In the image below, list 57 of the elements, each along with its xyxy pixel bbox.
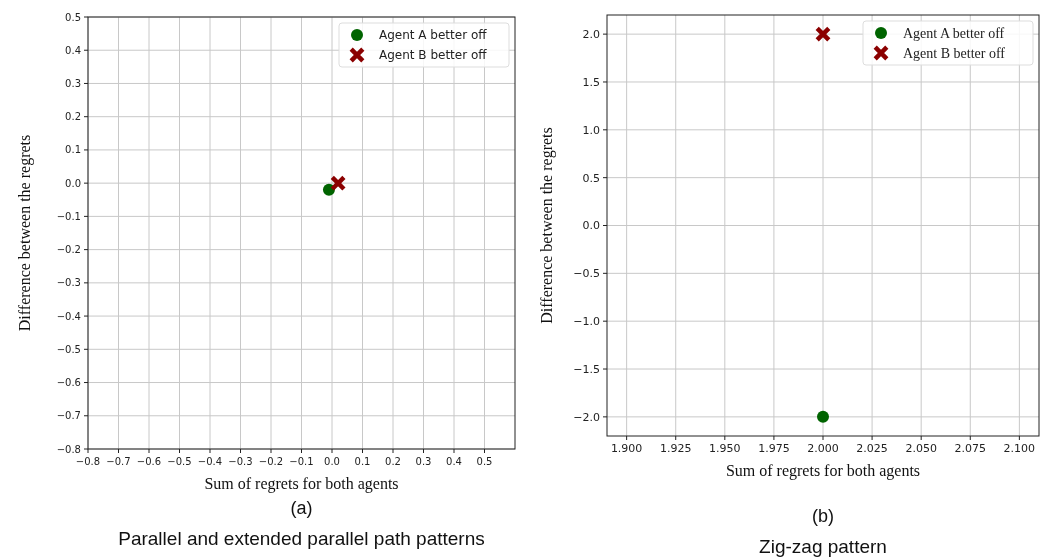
x-tick-label: −0.2 — [258, 456, 284, 467]
text: Zig-zag pattern — [759, 536, 887, 557]
x-tick-label: 0.0 — [324, 456, 340, 467]
legend-label: Agent A better off — [903, 25, 1005, 41]
x-tick-label: 1.950 — [709, 442, 741, 455]
text: Parallel and extended parallel path patterns — [118, 528, 485, 549]
legend-label: Agent B better off — [903, 45, 1006, 61]
x-tick-label: 2.025 — [856, 442, 888, 455]
y-tick-label: 0.4 — [65, 44, 81, 56]
x-tick-label: 0.1 — [354, 456, 371, 467]
y-tick-label: 0.3 — [65, 77, 81, 89]
legend-label: Agent A better off — [379, 28, 488, 43]
x-tick-label: 2.000 — [807, 442, 839, 455]
y-tick-label: 2.0 — [582, 27, 600, 41]
y-tick-label: −2.0 — [573, 410, 600, 424]
y-tick-label: 0.5 — [582, 171, 600, 185]
text: (a) — [290, 498, 313, 518]
y-tick-label: −0.3 — [56, 277, 81, 289]
x-tick-label: −0.7 — [106, 456, 131, 467]
x-tick-label: 0.5 — [476, 456, 493, 467]
y-tick-label: −0.2 — [56, 244, 81, 256]
y-tick-label: 0.0 — [65, 177, 81, 189]
x-tick-label: 1.900 — [610, 442, 643, 455]
y-tick-label: 1.5 — [582, 75, 600, 89]
y-tick-label: −0.1 — [56, 210, 81, 222]
y-axis-title: Difference between the regrets — [16, 134, 34, 332]
x-tick-label: 2.075 — [954, 442, 987, 455]
x-tick-label: −0.3 — [228, 456, 253, 467]
legend-label: Agent B better off — [379, 48, 488, 63]
y-tick-label: 1.0 — [582, 123, 600, 137]
x-tick-label: 2.050 — [905, 442, 937, 455]
x-tick-label: −0.6 — [136, 456, 162, 467]
text: (b) — [812, 506, 834, 526]
x-tick-label: −0.1 — [289, 456, 314, 467]
y-tick-label: −0.6 — [56, 377, 81, 389]
x-tick-label: 0.4 — [446, 456, 462, 467]
y-tick-label: −1.5 — [573, 362, 600, 376]
x-tick-label: 1.925 — [659, 442, 692, 455]
x-axis-title: Sum of regrets for both agents — [204, 475, 399, 493]
x-tick-label: −0.4 — [197, 456, 223, 467]
y-tick-label: 0.1 — [65, 144, 81, 156]
y-axis-title: Difference between the regrets — [538, 127, 556, 324]
x-tick-label: −0.5 — [167, 456, 192, 467]
y-tick-label: −0.4 — [56, 310, 81, 322]
x-tick-label: 1.975 — [758, 442, 790, 455]
x-tick-label: −0.8 — [75, 456, 101, 467]
x-tick-label: 0.3 — [415, 456, 432, 467]
x-tick-label: 2.100 — [1003, 442, 1036, 455]
y-tick-label: −0.7 — [56, 410, 81, 422]
y-tick-label: 0.2 — [65, 111, 81, 123]
y-tick-label: 0.5 — [65, 11, 81, 23]
x-tick-label: 0.2 — [385, 456, 401, 467]
y-tick-label: −0.5 — [573, 267, 600, 281]
x-axis-title: Sum of regrets for both agents — [725, 462, 921, 480]
y-tick-label: −0.5 — [56, 343, 81, 355]
y-tick-label: −1.0 — [573, 315, 600, 329]
y-tick-label: 0.0 — [582, 219, 600, 233]
